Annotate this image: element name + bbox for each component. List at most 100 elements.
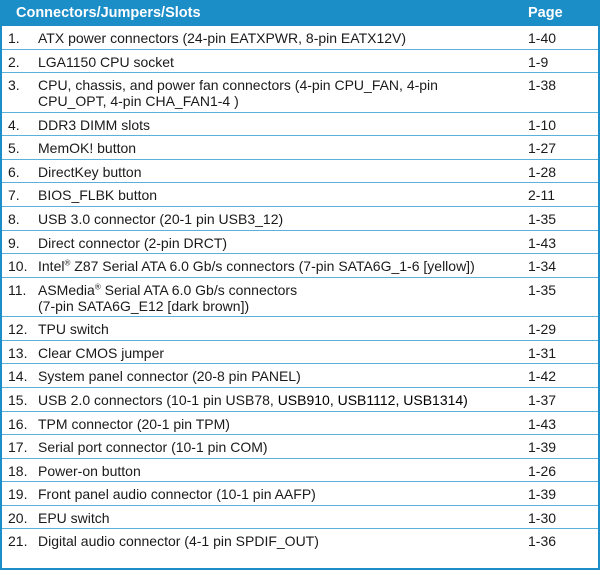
row-description: MemOK! button [38,140,137,157]
row-description-rest: Serial ATA 6.0 Gb/s connectors [100,281,298,298]
row-description: Digital audio connector (4-1 pin SPDIF_O… [38,533,319,550]
registered-mark: ® [64,258,71,268]
row-number: 1. [8,30,20,46]
row-description-rest: Z87 Serial ATA 6.0 Gb/s connectors (7-pi… [70,258,475,275]
row-description-line2: CPU_OPT, 4-pin CHA_FAN1-4 ) [38,93,239,110]
row-description: ATX power connectors (24-pin EATXPWR, 8-… [38,30,407,46]
row-number: 11. [8,281,27,298]
table-row: 6. DirectKey button 1-28 [2,160,598,184]
table-row: 17. Serial port connector (10-1 pin COM) 1… [2,435,598,459]
row-page: 1-35 [528,281,557,298]
row-number: 12. [8,321,28,338]
row-page: 1-10 [528,116,557,133]
row-description-line1: CPU, chassis, and power fan connectors (… [38,77,438,94]
row-description: DDR3 DIMM slots [38,116,151,133]
row-description-brand: Intel [38,258,65,275]
table-body: 1. ATX power connectors (24-pin EATXPWR, … [0,26,600,570]
table-row: 14. System panel connector (20-8 pin PANE… [2,364,598,388]
row-page: 1-43 [528,415,557,432]
row-page: 1-40 [528,30,557,46]
row-description-rest: USB 2.0 connectors (10-1 pin USB78, [38,391,278,408]
row-page: 1-26 [528,462,557,479]
table-header: Connectors/Jumpers/Slots Page [0,0,600,26]
row-page: 1-43 [528,234,557,251]
row-number: 16. [8,415,28,432]
row-page: 1-37 [528,391,557,408]
row-description-line2: (7-pin SATA6G_E12 [dark brown]) [38,297,250,314]
row-page: 1-38 [528,77,557,94]
row-description: Serial port connector (10-1 pin COM) [38,439,268,456]
row-number: 3. [8,77,20,94]
header-page: Page [528,4,563,21]
row-page: 1-31 [528,344,557,361]
table-row: 18. Power-on button 1-26 [2,459,598,483]
table-row: 9. Direct connector (2-pin DRCT) 1-43 [2,231,598,255]
header-connectors: Connectors/Jumpers/Slots [16,4,201,21]
row-number: 21. [8,533,28,550]
row-description: TPM connector (20-1 pin TPM) [38,415,230,432]
table-row: 19. Front panel audio connector (10-1 pin… [2,482,598,506]
row-description: DirectKey button [38,163,142,180]
row-description-brand: ASMedia [38,281,95,298]
row-number: 8. [8,210,20,227]
row-number: 13. [8,344,28,361]
row-page: 1-9 [528,53,549,70]
row-description-highlight: USB910, USB1112, USB1314) [277,391,468,408]
table-row: 20. EPU switch 1-30 [2,506,598,530]
row-number: 5. [8,140,20,157]
row-number: 15. [8,391,28,408]
row-description: Front panel audio connector (10-1 pin AA… [38,486,316,503]
table-row: 2. LGA1150 CPU socket 1-9 [2,50,598,74]
row-page: 1-34 [528,258,557,275]
row-description: LGA1150 CPU socket [38,53,174,70]
row-page: 2-11 [528,187,555,204]
table-row: 3. CPU, chassis, and power fan connectors… [2,73,598,113]
row-page: 1-42 [528,368,557,385]
table-row: 16. TPM connector (20-1 pin TPM) 1-43 [2,412,598,436]
row-description: USB 2.0 connectors (10-1 pin USB78, USB9… [34,392,528,408]
row-page: 1-30 [528,509,557,526]
table-row: 7. BIOS_FLBK button 2-11 [2,183,598,207]
row-description: BIOS_FLBK button [38,187,158,204]
row-number: 20. [8,509,28,526]
row-page: 1-35 [528,210,557,227]
registered-mark: ® [94,282,101,292]
table-row: 4. DDR3 DIMM slots 1-10 [2,113,598,137]
row-description: Power-on button [38,462,141,479]
row-number: 10. [8,258,28,275]
row-description: ASMedia® Serial ATA 6.0 Gb/s connectors(… [34,282,528,314]
row-description: EPU switch [38,509,110,526]
row-number: 9. [8,234,20,251]
table-row: 21. Digital audio connector (4-1 pin SPDI… [2,529,598,553]
row-page: 1-28 [528,163,557,180]
row-description: Intel® Z87 Serial ATA 6.0 Gb/s connector… [34,258,528,274]
row-page: 1-29 [528,321,557,338]
table-row: 8. USB 3.0 connector (20-1 pin USB3_12) 1-… [2,207,598,231]
row-description: CPU, chassis, and power fan connectors (… [34,77,528,109]
row-number: 2. [8,53,20,70]
row-page: 1-39 [528,486,557,503]
table-row: 1. ATX power connectors (24-pin EATXPWR, … [2,26,598,50]
table-row: 12. TPU switch 1-29 [2,317,598,341]
row-description: TPU switch [38,321,109,338]
row-number: 19. [8,486,28,503]
table-row: 11. ASMedia® Serial ATA 6.0 Gb/s connecto… [2,278,598,318]
row-number: 6. [8,163,20,180]
table-row: 15. USB 2.0 connectors (10-1 pin USB78, U… [2,388,598,412]
table-row: 13. Clear CMOS jumper 1-31 [2,341,598,365]
row-number: 14. [8,368,28,385]
row-page: 1-27 [528,140,557,157]
row-number: 4. [8,116,20,133]
row-description: Clear CMOS jumper [38,344,165,361]
table-row: 10. Intel® Z87 Serial ATA 6.0 Gb/s connec… [2,254,598,278]
row-page: 1-36 [528,533,557,550]
row-number: 7. [8,187,20,204]
row-page: 1-39 [528,439,557,456]
table-row: 5. MemOK! button 1-27 [2,136,598,160]
row-description: Direct connector (2-pin DRCT) [38,234,228,251]
row-number: 18. [8,462,28,479]
row-number: 17. [8,439,28,456]
row-description: USB 3.0 connector (20-1 pin USB3_12) [38,210,284,227]
row-description: System panel connector (20-8 pin PANEL) [38,368,301,385]
